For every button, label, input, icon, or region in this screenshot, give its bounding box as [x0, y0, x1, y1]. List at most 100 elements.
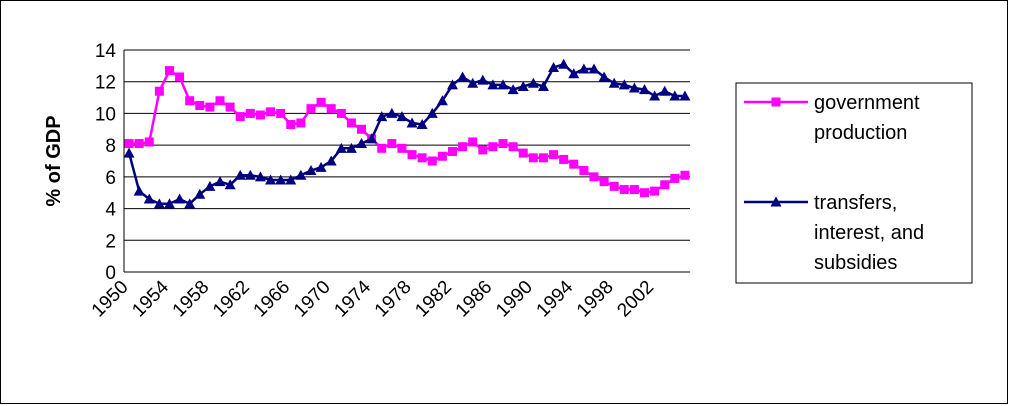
data-point — [598, 71, 610, 82]
data-point — [568, 68, 580, 79]
data-point — [366, 133, 378, 144]
y-tick-label: 6 — [105, 168, 116, 189]
data-point — [276, 108, 286, 118]
data-point — [234, 169, 246, 180]
series-layer — [123, 58, 691, 209]
series-government-production — [124, 66, 690, 198]
data-point — [305, 165, 317, 176]
data-point — [477, 74, 489, 85]
y-axis-label: % of GDP — [43, 115, 65, 206]
data-point — [670, 173, 680, 183]
data-point — [488, 142, 498, 152]
data-point — [266, 107, 276, 117]
data-point — [325, 155, 337, 166]
data-point — [225, 102, 235, 112]
data-point — [357, 124, 367, 134]
data-point — [417, 153, 427, 163]
data-point — [163, 198, 175, 209]
data-point — [640, 188, 650, 198]
data-point — [436, 95, 448, 106]
x-tick-label: 1978 — [371, 277, 416, 322]
data-point — [285, 174, 297, 185]
data-point — [397, 143, 407, 153]
data-point — [175, 72, 185, 82]
y-tick-label: 8 — [105, 136, 116, 157]
y-gridlines — [124, 49, 690, 273]
x-tick-label: 1990 — [492, 277, 537, 322]
data-point — [376, 111, 388, 122]
data-point — [660, 180, 670, 190]
x-tick-label: 1950 — [88, 277, 133, 322]
legend: government production transfers, interest, … — [735, 82, 973, 284]
data-point — [608, 77, 620, 88]
data-point — [679, 90, 691, 101]
data-point — [619, 185, 629, 195]
legend-marker-transfers — [770, 196, 782, 207]
y-tick-label: 2 — [105, 231, 116, 252]
data-point — [134, 139, 144, 149]
legend-label-transfers: transfers, — [814, 192, 897, 214]
data-point — [345, 142, 357, 153]
data-point — [406, 117, 418, 128]
data-point — [244, 169, 256, 180]
data-point — [296, 118, 306, 128]
data-point — [588, 63, 600, 74]
data-point — [174, 193, 186, 204]
data-point — [336, 108, 346, 118]
data-point — [396, 111, 408, 122]
data-point — [507, 84, 519, 95]
data-point — [457, 71, 469, 82]
legend-label-transfers: subsidies — [814, 252, 897, 274]
data-point — [589, 172, 599, 182]
data-point — [124, 139, 134, 149]
data-point — [609, 181, 619, 191]
legend-label-government-production: government — [814, 92, 920, 114]
data-point — [316, 97, 326, 107]
data-point — [387, 139, 397, 149]
x-tick-label: 1982 — [411, 277, 456, 322]
x-tick-label: 1994 — [533, 276, 578, 321]
data-point — [194, 188, 206, 199]
data-point — [377, 143, 387, 153]
data-point — [628, 82, 640, 93]
data-point — [458, 142, 468, 152]
data-point — [386, 107, 398, 118]
data-point — [214, 176, 226, 187]
legend-box — [735, 82, 973, 284]
data-point — [467, 77, 479, 88]
data-point — [235, 112, 245, 122]
data-point — [224, 179, 236, 190]
data-point — [558, 58, 570, 69]
data-point — [407, 150, 417, 160]
data-point — [346, 118, 356, 128]
data-point — [487, 79, 499, 90]
data-point — [143, 193, 155, 204]
data-point — [426, 107, 438, 118]
data-point — [437, 151, 447, 161]
data-point — [639, 84, 651, 95]
data-point — [538, 153, 548, 163]
x-tick-labels: 1950195419581962196619701974197819821986… — [88, 276, 658, 321]
data-point — [669, 90, 681, 101]
data-point — [517, 80, 529, 91]
data-point — [569, 159, 579, 169]
data-point — [478, 145, 488, 155]
x-tick-label: 1962 — [209, 277, 254, 322]
data-point — [215, 96, 225, 106]
x-tick-label: 1998 — [573, 277, 618, 322]
x-tick-label: 1958 — [169, 277, 214, 322]
data-point — [315, 161, 327, 172]
data-point — [153, 198, 165, 209]
data-point — [446, 79, 458, 90]
data-point — [356, 138, 368, 149]
data-point — [335, 142, 347, 153]
data-point — [245, 108, 255, 118]
y-tick-label: 14 — [95, 41, 117, 62]
y-tick-label: 4 — [105, 200, 116, 221]
data-point — [579, 166, 589, 176]
x-tick-label: 1966 — [250, 277, 295, 322]
y-tick-labels: 0 2 4 6 8 10 12 14 — [95, 41, 117, 284]
data-point — [650, 186, 660, 196]
data-point — [416, 119, 428, 130]
